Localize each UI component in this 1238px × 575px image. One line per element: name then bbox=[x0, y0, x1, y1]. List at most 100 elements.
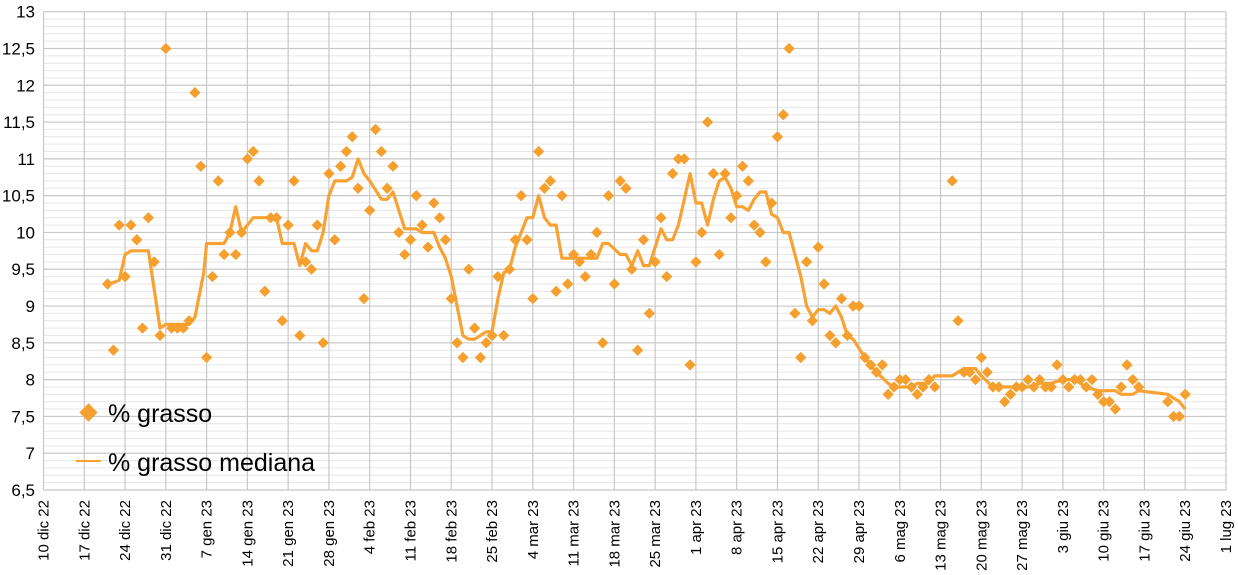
x-tick-label: 8 apr 23 bbox=[729, 500, 746, 555]
data-point bbox=[532, 145, 545, 158]
major-gridlines bbox=[42, 11, 1227, 491]
x-tick-label: 24 giu 23 bbox=[1177, 500, 1194, 562]
data-point bbox=[562, 278, 574, 290]
data-point bbox=[1057, 373, 1069, 386]
data-point bbox=[480, 337, 492, 349]
data-point bbox=[160, 42, 172, 55]
data-point bbox=[899, 373, 912, 386]
data-point bbox=[142, 212, 155, 224]
x-tick-label: 13 mag 23 bbox=[933, 500, 950, 571]
data-point bbox=[148, 256, 160, 268]
x-tick-label: 24 dic 22 bbox=[117, 500, 134, 561]
x-tick-label: 29 apr 23 bbox=[851, 500, 868, 563]
data-point bbox=[818, 278, 830, 290]
x-tick-label: 31 dic 22 bbox=[158, 500, 175, 561]
data-point bbox=[200, 351, 213, 364]
data-point bbox=[509, 234, 521, 246]
x-tick-label: 25 feb 23 bbox=[484, 500, 501, 563]
legend-label-grasso: % grasso bbox=[108, 400, 212, 428]
y-tick-label: 7 bbox=[26, 444, 35, 463]
x-tick-label: 27 mag 23 bbox=[1014, 500, 1031, 571]
data-point bbox=[422, 241, 434, 253]
data-point bbox=[777, 109, 789, 121]
x-tick-label: 22 apr 23 bbox=[810, 500, 827, 563]
data-point bbox=[929, 381, 941, 393]
data-point bbox=[870, 366, 883, 378]
data-point bbox=[445, 293, 457, 305]
data-point bbox=[299, 256, 312, 268]
data-point bbox=[276, 315, 288, 327]
data-point bbox=[1010, 381, 1022, 393]
data-point bbox=[387, 160, 399, 172]
data-point bbox=[346, 131, 358, 143]
data-point bbox=[847, 300, 859, 312]
data-point bbox=[841, 329, 854, 342]
x-tick-label: 3 giu 23 bbox=[1055, 500, 1072, 553]
data-point bbox=[865, 359, 877, 371]
data-point bbox=[270, 212, 283, 224]
data-point bbox=[206, 270, 219, 283]
data-point bbox=[375, 145, 388, 158]
x-tick-label: 18 feb 23 bbox=[443, 500, 460, 563]
x-tick-label: 14 gen 23 bbox=[239, 500, 256, 567]
data-point bbox=[253, 175, 265, 187]
data-point bbox=[748, 219, 760, 231]
data-point bbox=[230, 248, 242, 261]
data-point bbox=[894, 373, 906, 386]
data-point bbox=[323, 167, 335, 180]
data-point bbox=[311, 219, 323, 231]
x-tick-label: 28 gen 23 bbox=[321, 500, 338, 567]
data-point bbox=[125, 219, 137, 231]
y-tick-label: 12,5 bbox=[2, 39, 35, 58]
data-point bbox=[573, 256, 586, 268]
x-tick-label: 6 mag 23 bbox=[892, 500, 909, 563]
y-tick-label: 12 bbox=[16, 76, 35, 95]
data-point bbox=[334, 160, 347, 172]
x-tick-label: 1 apr 23 bbox=[688, 500, 705, 555]
data-point bbox=[975, 351, 988, 364]
data-point bbox=[189, 86, 201, 99]
y-tick-label: 8,5 bbox=[11, 334, 35, 353]
data-point bbox=[707, 167, 720, 180]
data-point bbox=[969, 373, 982, 386]
data-point bbox=[212, 175, 224, 187]
data-point bbox=[305, 263, 318, 275]
data-point bbox=[917, 381, 929, 393]
data-point bbox=[468, 322, 481, 334]
data-point bbox=[672, 153, 685, 165]
data-point bbox=[218, 248, 230, 261]
data-point bbox=[981, 366, 993, 378]
data-point bbox=[987, 381, 999, 393]
x-tick-label: 10 dic 22 bbox=[36, 500, 53, 561]
data-point bbox=[923, 373, 935, 386]
data-point bbox=[1098, 396, 1110, 408]
data-point bbox=[783, 42, 795, 55]
data-point bbox=[731, 190, 743, 202]
data-point bbox=[259, 285, 271, 297]
y-axis-tick-labels: 6,5 7 7,5 8 8,5 9 9,5 10 10,5 11 11,5 12 12,5 13 bbox=[2, 3, 35, 500]
data-point bbox=[154, 329, 166, 342]
data-point bbox=[1045, 381, 1057, 393]
data-point bbox=[224, 226, 236, 239]
data-point bbox=[1080, 381, 1092, 393]
data-point bbox=[964, 366, 976, 378]
minor-gridlines bbox=[43, 11, 1226, 491]
x-axis-tick-labels: 10 dic 22 17 dic 22 24 dic 22 31 dic 22 7 ge… bbox=[36, 500, 1236, 571]
data-point bbox=[474, 351, 487, 364]
data-point bbox=[998, 396, 1011, 408]
data-point bbox=[457, 351, 469, 364]
data-point bbox=[538, 182, 551, 194]
data-point bbox=[317, 337, 329, 349]
data-point bbox=[1092, 388, 1104, 400]
legend-diamond-icon bbox=[79, 403, 98, 422]
data-point bbox=[294, 329, 306, 342]
data-point bbox=[1109, 403, 1121, 415]
data-point bbox=[859, 351, 871, 364]
y-tick-label: 13 bbox=[16, 3, 35, 22]
x-tick-label: 21 gen 23 bbox=[280, 500, 297, 567]
data-point bbox=[1074, 373, 1087, 386]
data-point bbox=[765, 197, 778, 209]
data-point bbox=[503, 263, 516, 275]
x-tick-label: 17 giu 23 bbox=[1136, 500, 1153, 562]
